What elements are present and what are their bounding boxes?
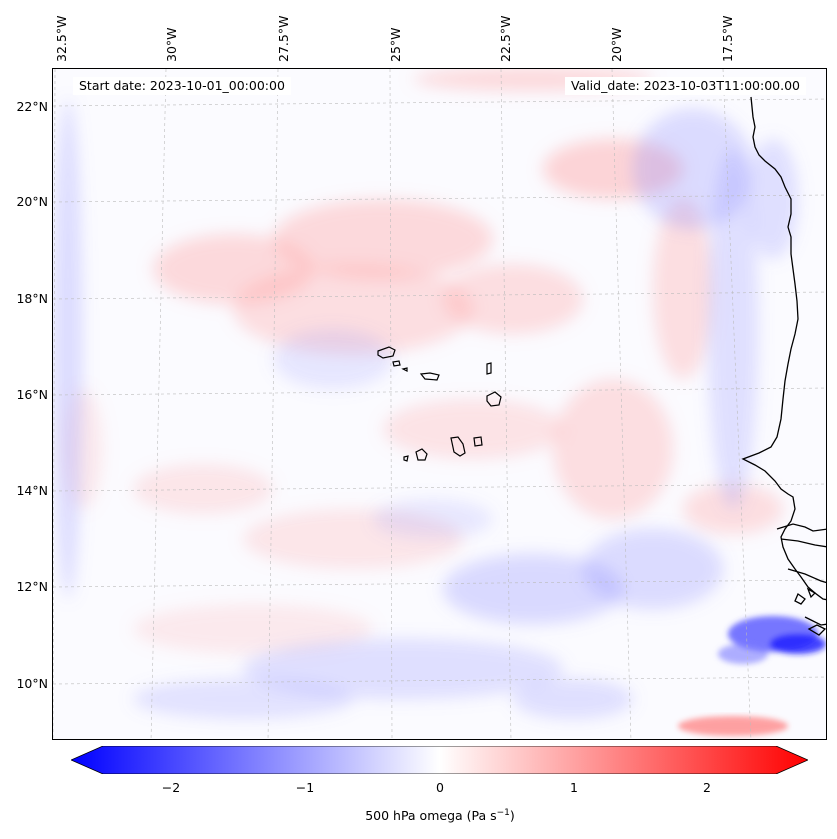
colorbar-tick-2: 2 [703, 780, 711, 795]
start-date-label: Start date: 2023-10-01_00:00:00 [73, 77, 291, 95]
coastline [741, 96, 826, 636]
colorbar-tick-minus-1: −1 [295, 780, 315, 795]
colorbar-label: 500 hPa omega (Pa s−1) [365, 808, 515, 824]
lon-label-20w: 20°W [609, 27, 624, 62]
omega-map: Start date: 2023-10-01_00:00:00 Valid_da… [52, 68, 827, 740]
lat-label-20n: 20°N [16, 194, 48, 209]
lon-label-27-5w: 27.5°W [276, 15, 291, 62]
lon-label-30w: 30°W [164, 27, 179, 62]
colorbar-tick-minus-2: −2 [161, 780, 181, 795]
lon-label-22-5w: 22.5°W [498, 15, 513, 62]
lon-label-32-5w: 32.5°W [54, 15, 69, 62]
lat-label-18n: 18°N [16, 291, 48, 306]
lat-label-16n: 16°N [16, 387, 48, 402]
negative-omega-field [54, 99, 798, 719]
lon-label-17-5w: 17.5°W [720, 15, 735, 62]
lat-label-22n: 22°N [16, 99, 48, 114]
valid-date-label: Valid_date: 2023-10-03T11:00:00.00 [564, 77, 806, 95]
lat-label-12n: 12°N [16, 579, 48, 594]
map-canvas [53, 69, 826, 739]
cape-verde-islands [377, 346, 502, 462]
lon-label-25w: 25°W [388, 27, 403, 62]
lat-label-14n: 14°N [16, 483, 48, 498]
lat-label-10n: 10°N [16, 676, 48, 691]
colorbar-tick-1: 1 [570, 780, 578, 795]
colorbar-tick-0: 0 [436, 780, 444, 795]
colorbar [71, 746, 808, 774]
graticule [53, 69, 826, 739]
